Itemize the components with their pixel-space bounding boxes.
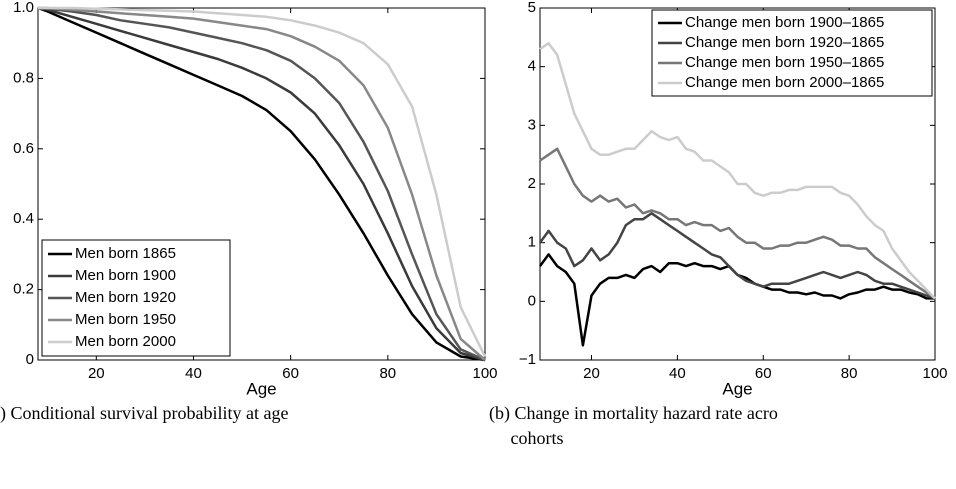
y-tick-label: 0.4 [13,210,34,227]
x-tick-label: 40 [185,365,202,382]
series-line [37,6,486,362]
legend-box [651,9,933,97]
legend-label: Change men born 2000–1865 [685,74,884,91]
x-tick-label: 20 [88,365,105,382]
y-tick-label: 1.0 [13,0,34,16]
caption: (b) Change in mortality hazard rate acro [489,403,778,424]
series-line [539,41,936,300]
x-axis-label: Age [722,379,752,398]
y-tick-label: 0.8 [13,69,34,86]
y-tick-label: 2 [528,175,536,192]
x-tick-label: 80 [841,365,858,382]
series-line [37,6,486,362]
x-tick-label: 100 [472,365,497,382]
x-tick-label: 40 [669,365,686,382]
legend-label: Men born 1920 [75,289,176,306]
x-tick-label: 80 [379,365,396,382]
y-tick-label: −1 [519,351,536,368]
series-line [37,6,486,362]
legend-label: Men born 1865 [75,245,176,262]
y-tick-label: 1 [528,234,536,251]
x-tick-label: 100 [922,365,947,382]
plot-frame [37,7,486,361]
y-tick-label: 0.6 [13,140,34,157]
series-line [38,6,487,358]
y-tick-label: 4 [528,58,536,75]
legend-label: Change men born 1920–1865 [685,34,884,51]
y-tick-label: 0 [528,292,536,309]
legend-label: Men born 1900 [75,267,176,284]
legend-label: Change men born 1900–1865 [685,14,884,31]
legend-box [41,239,231,357]
series-line [539,147,936,300]
series-line [538,212,936,300]
y-tick-label: 0 [26,351,34,368]
x-tick-label: 60 [755,365,772,382]
caption: ) Conditional survival probability at ag… [0,403,288,424]
x-tick-label: 20 [583,365,600,382]
legend-label: Change men born 1950–1865 [685,54,884,71]
series-line [38,6,486,361]
legend-label: Men born 2000 [75,333,176,350]
legend-label: Men born 1950 [75,311,176,328]
y-tick-label: 0.2 [13,281,34,298]
series-line [538,253,935,347]
x-axis-label: Age [246,379,276,398]
caption: cohorts [511,428,564,448]
y-tick-label: 5 [528,0,536,16]
y-tick-label: 3 [528,116,536,133]
x-tick-label: 60 [282,365,299,382]
